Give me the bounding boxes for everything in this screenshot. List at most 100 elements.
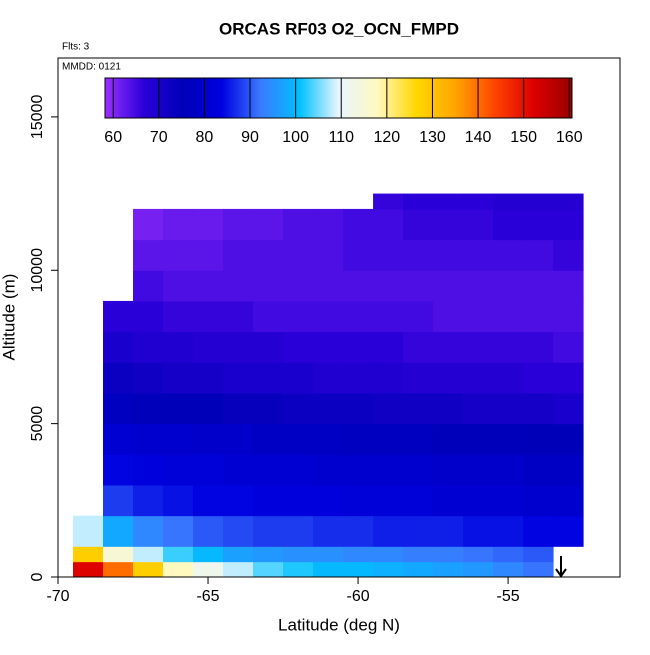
heat-cell — [403, 561, 434, 578]
heat-cell — [313, 423, 344, 455]
heat-cell — [163, 484, 194, 517]
heat-cell — [283, 484, 314, 517]
heat-cell — [253, 270, 284, 302]
heat-cell — [553, 484, 584, 517]
arrow — [555, 556, 567, 578]
heat-cell — [193, 392, 224, 425]
y-tick-label: 15000 — [29, 95, 46, 140]
heat-cell — [163, 392, 194, 425]
heat-cell — [373, 270, 404, 302]
heat-cell — [283, 392, 314, 425]
heat-cell — [163, 300, 194, 333]
heat-cell — [493, 423, 524, 455]
heat-cell — [463, 270, 494, 302]
heat-cell — [433, 193, 464, 210]
heat-cell — [493, 362, 524, 394]
heat-cell — [463, 300, 494, 333]
colorbar-tick-label: 70 — [150, 129, 168, 146]
heat-cell — [523, 239, 554, 271]
heat-cell — [313, 561, 344, 578]
heat-cell — [283, 362, 314, 394]
heat-cell — [523, 208, 554, 241]
heat-cell — [553, 392, 584, 425]
heat-cell — [313, 362, 344, 394]
heat-cell — [163, 331, 194, 363]
heat-cell — [223, 454, 254, 486]
heat-cell — [403, 392, 434, 425]
heat-cell — [493, 193, 524, 210]
heat-cell — [343, 331, 374, 363]
heat-cell — [493, 331, 524, 363]
heat-cell — [253, 423, 284, 455]
y-tick-label: 0 — [29, 572, 46, 581]
heat-cell — [523, 193, 554, 210]
heat-cell — [283, 515, 314, 547]
heat-cell — [133, 362, 164, 394]
heat-cell — [283, 561, 314, 578]
heat-cell — [223, 392, 254, 425]
heat-cell — [403, 423, 434, 455]
heat-cell — [313, 454, 344, 486]
heat-cell — [343, 515, 374, 547]
heat-cell — [283, 270, 314, 302]
heat-cell — [373, 484, 404, 517]
heat-cell — [223, 423, 254, 455]
x-tick-label: -70 — [46, 588, 69, 605]
heat-cell — [433, 546, 464, 563]
heat-cell — [223, 208, 254, 241]
heat-cell — [223, 561, 254, 578]
heat-cell — [283, 331, 314, 363]
heat-cell — [343, 300, 374, 333]
heat-cell — [193, 546, 224, 563]
heat-cell — [103, 561, 134, 578]
heat-cell — [403, 362, 434, 394]
heat-cell — [133, 515, 164, 547]
heat-cell — [463, 423, 494, 455]
heat-cell — [403, 546, 434, 563]
heat-cell — [253, 331, 284, 363]
heat-cell — [313, 515, 344, 547]
heat-cell — [493, 561, 524, 578]
heat-cell — [373, 454, 404, 486]
heatmap — [73, 193, 584, 578]
heat-cell — [193, 561, 224, 578]
heat-cell — [403, 454, 434, 486]
heat-cell — [523, 454, 554, 486]
heat-cell — [253, 546, 284, 563]
heat-cell — [373, 362, 404, 394]
heat-cell — [193, 454, 224, 486]
heat-cell — [463, 561, 494, 578]
heat-cell — [403, 484, 434, 517]
heat-cell — [553, 193, 584, 210]
heat-cell — [223, 546, 254, 563]
x-tick-label: -60 — [346, 588, 369, 605]
heat-cell — [193, 208, 224, 241]
heat-cell — [103, 515, 134, 547]
heat-cell — [463, 193, 494, 210]
colorbar-tick-label: 80 — [196, 129, 214, 146]
heat-cell — [403, 331, 434, 363]
heat-cell — [403, 300, 434, 333]
heat-cell — [373, 239, 404, 271]
plot-frame — [57, 57, 621, 578]
heat-cell — [463, 362, 494, 394]
heat-cell — [553, 208, 584, 241]
heat-cell — [73, 561, 104, 578]
heat-cell — [433, 362, 464, 394]
heat-cell — [403, 270, 434, 302]
heat-cell — [463, 208, 494, 241]
heat-cell — [163, 239, 194, 271]
heat-cell — [343, 561, 374, 578]
heat-cell — [433, 300, 464, 333]
heat-cell — [163, 270, 194, 302]
heat-cell — [553, 300, 584, 333]
heat-cell — [523, 515, 554, 547]
heat-cell — [313, 239, 344, 271]
heat-cell — [133, 300, 164, 333]
y-tick-label: 10000 — [29, 248, 46, 293]
heat-cell — [253, 392, 284, 425]
heat-cell — [253, 454, 284, 486]
heat-cell — [343, 208, 374, 241]
heat-cell — [493, 484, 524, 517]
